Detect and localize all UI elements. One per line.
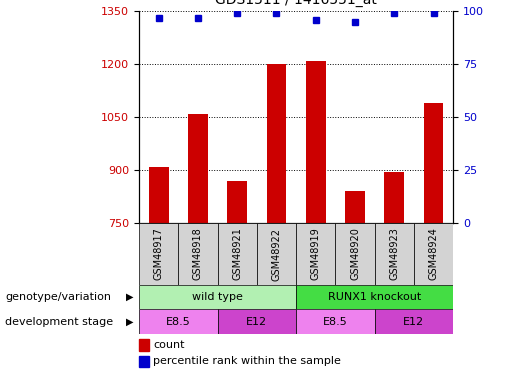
- Bar: [296, 223, 335, 285]
- Text: count: count: [153, 340, 185, 350]
- Bar: [267, 64, 286, 223]
- Bar: [217, 223, 257, 285]
- Text: ▶: ▶: [126, 292, 134, 302]
- Text: ▶: ▶: [126, 316, 134, 327]
- Bar: [139, 223, 178, 285]
- Bar: [257, 223, 296, 285]
- Bar: [424, 103, 443, 223]
- Text: GSM48922: GSM48922: [271, 228, 282, 280]
- Bar: [385, 172, 404, 223]
- Text: genotype/variation: genotype/variation: [5, 292, 111, 302]
- Bar: [414, 223, 453, 285]
- Text: development stage: development stage: [5, 316, 113, 327]
- Text: GSM48924: GSM48924: [428, 228, 439, 280]
- Bar: [375, 223, 414, 285]
- Title: GDS1511 / 1416551_at: GDS1511 / 1416551_at: [215, 0, 377, 8]
- Bar: [139, 309, 217, 334]
- Text: GSM48919: GSM48919: [311, 228, 321, 280]
- Bar: [139, 339, 149, 351]
- Bar: [139, 356, 149, 367]
- Bar: [296, 285, 453, 309]
- Text: GSM48917: GSM48917: [153, 228, 164, 280]
- Text: GSM48921: GSM48921: [232, 228, 242, 280]
- Text: GSM48920: GSM48920: [350, 228, 360, 280]
- Bar: [149, 166, 168, 223]
- Bar: [375, 309, 453, 334]
- Text: E12: E12: [403, 316, 424, 327]
- Bar: [345, 191, 365, 223]
- Text: wild type: wild type: [192, 292, 243, 302]
- Bar: [306, 61, 325, 223]
- Bar: [188, 114, 208, 223]
- Text: GSM48923: GSM48923: [389, 228, 399, 280]
- Bar: [217, 309, 296, 334]
- Bar: [139, 285, 296, 309]
- Bar: [228, 181, 247, 223]
- Text: RUNX1 knockout: RUNX1 knockout: [328, 292, 421, 302]
- Text: percentile rank within the sample: percentile rank within the sample: [153, 356, 341, 366]
- Bar: [335, 223, 375, 285]
- Bar: [296, 309, 375, 334]
- Text: E8.5: E8.5: [323, 316, 348, 327]
- Text: GSM48918: GSM48918: [193, 228, 203, 280]
- Text: E12: E12: [246, 316, 267, 327]
- Bar: [178, 223, 218, 285]
- Text: E8.5: E8.5: [166, 316, 191, 327]
